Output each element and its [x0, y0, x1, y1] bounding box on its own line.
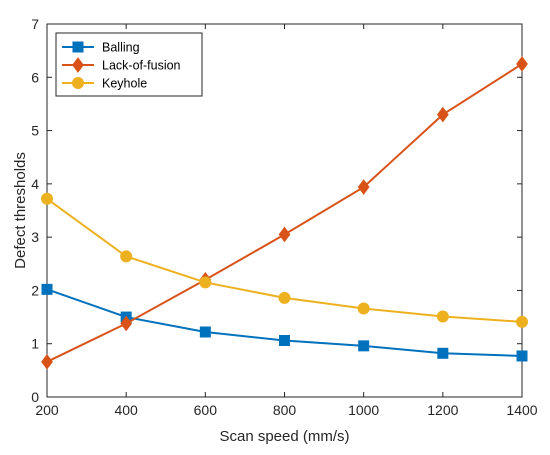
legend-marker — [72, 77, 84, 89]
data-point — [278, 291, 291, 304]
legend-item: Balling — [62, 41, 140, 55]
y-tick-label: 3 — [31, 229, 39, 245]
legend-marker — [72, 41, 84, 53]
y-tick-label: 5 — [31, 123, 39, 139]
data-point — [516, 315, 528, 328]
x-tick-label: 800 — [273, 402, 297, 418]
data-point — [41, 192, 53, 205]
data-point — [278, 226, 291, 243]
data-point — [41, 283, 53, 295]
x-axis-label: Scan speed (mm/s) — [219, 428, 349, 445]
data-point — [436, 106, 449, 123]
x-tick-label: 200 — [35, 402, 59, 418]
y-tick-label: 4 — [31, 176, 39, 192]
y-tick-label: 0 — [31, 389, 39, 405]
data-point — [41, 353, 53, 370]
y-tick-label: 2 — [31, 282, 39, 298]
data-point — [357, 179, 370, 195]
legend-marker — [72, 57, 84, 73]
data-point — [437, 347, 449, 359]
legend-item: Lack-of-fusion — [62, 57, 181, 73]
x-tick-label: 1400 — [506, 402, 537, 418]
data-point — [120, 315, 133, 332]
y-axis-label: Defect thresholds — [12, 152, 29, 269]
legend-item: Keyhole — [62, 77, 147, 91]
legend-label: Balling — [102, 41, 140, 55]
data-point — [199, 326, 211, 338]
legend-label: Keyhole — [102, 77, 147, 91]
x-tick-label: 400 — [114, 402, 138, 418]
data-point — [358, 340, 370, 352]
data-point — [436, 310, 449, 323]
data-point — [279, 335, 290, 347]
x-tick-label: 1200 — [427, 402, 458, 418]
data-point — [357, 302, 370, 315]
y-tick-label: 6 — [31, 69, 39, 85]
x-tick-label: 1000 — [348, 402, 379, 418]
series-layer — [41, 56, 528, 370]
data-point — [120, 250, 133, 263]
data-point — [516, 56, 528, 72]
legend-label: Lack-of-fusion — [102, 59, 181, 73]
y-tick-label: 1 — [31, 336, 39, 352]
data-point — [199, 276, 212, 289]
legend: Balling Lack-of-fusion Keyhole — [55, 32, 203, 97]
series-keyhole — [41, 192, 528, 328]
data-point — [516, 350, 528, 362]
y-tick-label: 7 — [31, 16, 39, 32]
x-tick-label: 600 — [194, 402, 218, 418]
